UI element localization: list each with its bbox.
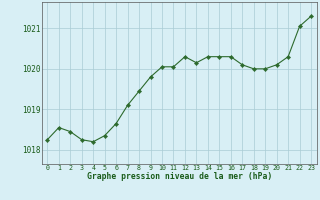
X-axis label: Graphe pression niveau de la mer (hPa): Graphe pression niveau de la mer (hPa) [87, 172, 272, 181]
